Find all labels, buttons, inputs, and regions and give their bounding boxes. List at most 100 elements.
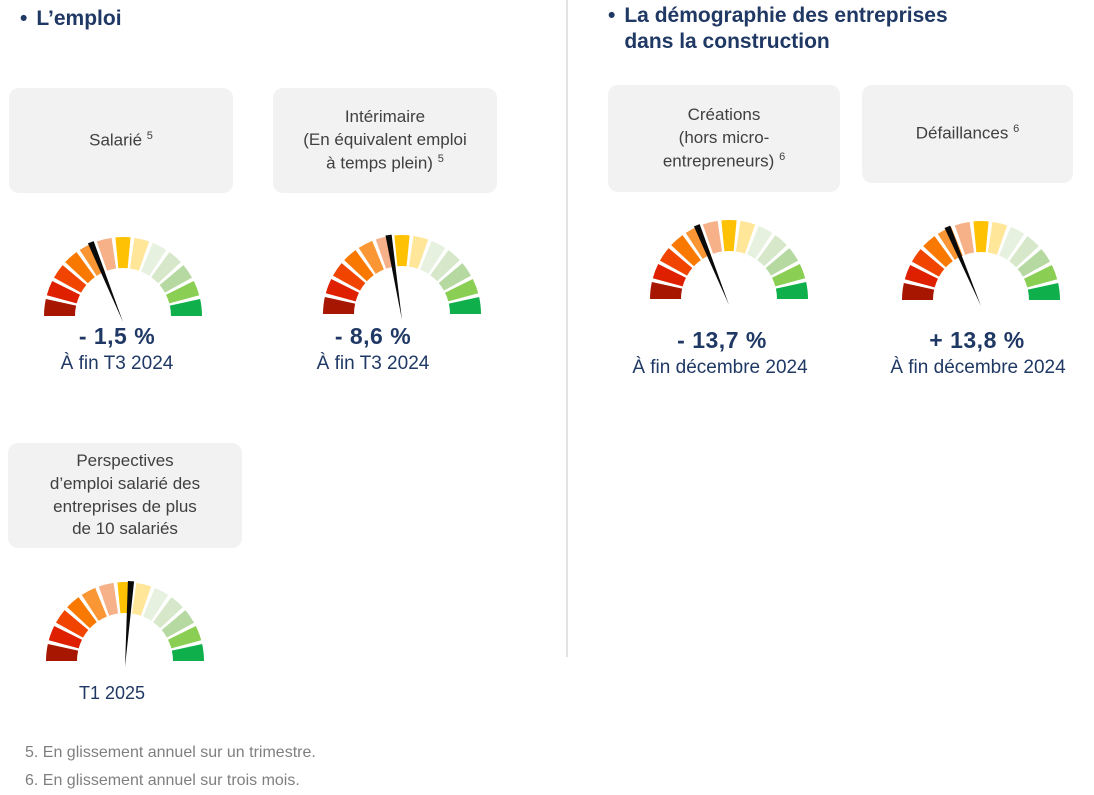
gauge-segment (747, 225, 773, 259)
indicator-value: - 1,5 % (78, 323, 156, 349)
gauge-svg (46, 580, 204, 667)
gauge-svg (323, 234, 481, 320)
card-line: à temps plein) 5 (303, 152, 466, 176)
gauge-segment (332, 263, 366, 291)
left-section-header: • L’emploi (20, 6, 122, 32)
indicator-value: - 13,7 % (677, 327, 767, 353)
section-divider (566, 0, 568, 657)
gauge-segment (702, 220, 723, 254)
gauge-segment (159, 265, 193, 293)
gauge-segment (67, 597, 97, 629)
gauge-segment (659, 248, 693, 276)
gauge-segment (987, 221, 1008, 255)
gauge-segment (904, 265, 938, 288)
indicator-card-label: Défaillances 6 (916, 122, 1019, 146)
gauge-segment (448, 296, 481, 314)
indicator-card: Créations (hors micro- entrepreneurs) 6 (608, 85, 840, 192)
gauge-segment (775, 281, 808, 299)
gauge-segment (1027, 282, 1060, 300)
gauge-segment (81, 587, 107, 621)
gauge-needle (125, 580, 135, 667)
card-line: (hors micro- (678, 127, 770, 147)
gauge-segment (973, 221, 989, 253)
indicator-period: T1 2025 (78, 683, 146, 703)
footnote-line: 5. En glissement annuel sur un trimestre… (25, 744, 316, 761)
gauge-segment (129, 237, 150, 271)
indicator-card: Salarié 5 (9, 88, 233, 193)
gauge-segment (46, 643, 79, 661)
footnote-ref: 5 (146, 129, 153, 142)
card-line: Défaillances 6 (916, 122, 1019, 146)
right-section-title: La démographie des entreprises dans la c… (624, 3, 947, 55)
card-line-text: Salarié (89, 130, 143, 150)
indicator-card-label: Salarié 5 (89, 129, 153, 153)
card-line: Perspectives (76, 450, 174, 470)
gauge-segment (96, 237, 117, 271)
footnote-ref: 6 (1013, 123, 1020, 136)
gauge-segment (65, 252, 95, 284)
gauge-segment (1024, 265, 1058, 288)
gauge-segment (445, 279, 479, 302)
gauge-segment (115, 237, 131, 269)
card-line: entrepreneurs) 6 (663, 150, 785, 174)
indicator-period: À fin T3 2024 (316, 353, 430, 374)
gauge-segment (923, 236, 953, 268)
bullet-icon: • (608, 4, 616, 27)
gauge-needle (87, 241, 123, 322)
footnote-ref: 5 (437, 152, 444, 165)
indicator-period: À fin T3 2024 (60, 353, 174, 374)
footnote-ref: 6 (779, 150, 786, 163)
gauge-segment (153, 597, 183, 629)
gauge-chart (648, 217, 810, 313)
gauge-segment (131, 582, 152, 616)
gauge-segment (757, 235, 787, 267)
card-line: entreprises de plus (53, 496, 197, 516)
indicator-value: + 13,8 % (929, 327, 1025, 353)
gauge-segment (151, 252, 181, 284)
gauge-segment (650, 281, 683, 299)
gauge-chart (321, 232, 483, 328)
card-line-text: Défaillances (915, 123, 1009, 143)
gauge-segment (171, 643, 204, 661)
right-section-title-line1: La démographie des entreprises (624, 4, 948, 27)
gauge-segment (671, 235, 701, 267)
card-line-text: entrepreneurs) (662, 151, 775, 171)
gauge-segment (358, 240, 384, 274)
gauge-svg (650, 220, 808, 305)
indicator-period: À fin décembre 2024 (890, 357, 1066, 378)
gauge-segment (430, 250, 460, 282)
footnotes: 5. En glissement annuel sur un trimestre… (25, 739, 316, 794)
indicator-card: Intérimaire (En équivalent emploi à temp… (273, 88, 497, 193)
indicator-period: À fin décembre 2024 (632, 357, 808, 378)
gauge-segment (48, 626, 82, 649)
footnote-line: 6. En glissement annuel sur trois mois. (25, 771, 300, 789)
gauge-segment (325, 279, 359, 302)
gauge-segment (772, 264, 806, 287)
gauge-segment (98, 582, 119, 616)
gauge-segment (394, 235, 410, 267)
gauge-segment (46, 281, 80, 304)
card-line: Salarié 5 (89, 129, 153, 153)
gauge-chart (900, 218, 1062, 314)
gauge-segment (721, 220, 737, 252)
gauge-needle (944, 225, 981, 306)
gauge-segment (438, 263, 472, 291)
bullet-icon: • (20, 7, 28, 30)
gauge-segment (53, 265, 87, 293)
indicator-card: Perspectives d’emploi salarié des entrep… (8, 443, 242, 548)
gauge-segment (143, 587, 169, 621)
card-line: Intérimaire (344, 106, 426, 126)
gauge-segment (999, 226, 1025, 260)
gauge-segment (344, 250, 374, 282)
gauge-segment (652, 264, 686, 287)
right-section-title-line2: dans la construction (624, 30, 830, 54)
gauge-segment (161, 610, 195, 638)
card-line: (En équivalent emploi (303, 129, 467, 149)
indicator-value: - 8,6 % (334, 323, 412, 349)
gauge-needle (693, 224, 729, 305)
gauge-segment (765, 248, 799, 276)
gauge-segment (79, 242, 105, 276)
gauge-segment (911, 249, 945, 277)
gauge-needle (385, 234, 402, 320)
card-line: de 10 salariés (72, 519, 178, 539)
